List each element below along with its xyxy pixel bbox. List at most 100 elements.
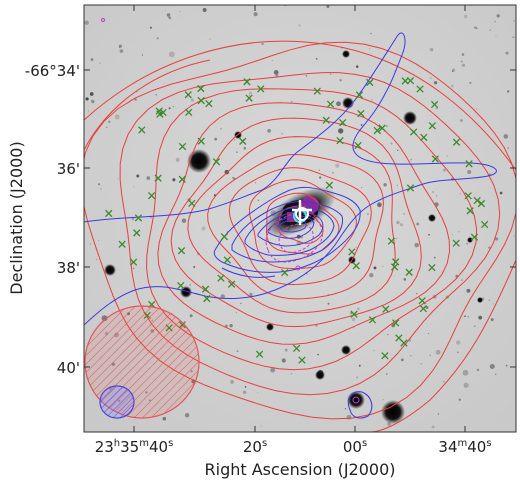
blue-contours xyxy=(84,32,497,419)
background-star xyxy=(507,147,509,149)
background-star xyxy=(141,54,144,56)
background-star xyxy=(336,101,341,107)
background-star xyxy=(505,364,508,367)
background-star xyxy=(390,142,393,145)
member-cross xyxy=(400,339,408,347)
background-star xyxy=(118,44,122,48)
background-star xyxy=(290,373,293,375)
member-cross xyxy=(257,85,265,93)
member-cross xyxy=(392,319,400,327)
background-star xyxy=(229,324,233,328)
background-star xyxy=(136,174,140,178)
background-star xyxy=(106,126,108,128)
member-cross xyxy=(217,274,225,282)
background-star xyxy=(327,302,330,305)
background-star xyxy=(201,226,206,231)
background-star xyxy=(315,57,318,60)
member-cross xyxy=(212,158,221,166)
background-star xyxy=(505,51,509,55)
background-star xyxy=(90,58,94,61)
member-cross xyxy=(419,304,428,313)
background-star xyxy=(466,288,471,293)
member-cross xyxy=(387,237,396,245)
background-star xyxy=(476,108,478,110)
background-star xyxy=(451,70,454,73)
background-star xyxy=(427,332,430,335)
background-star xyxy=(435,349,441,355)
background-star xyxy=(168,107,171,110)
background-star xyxy=(346,414,352,420)
member-cross xyxy=(348,248,356,256)
member-cross xyxy=(350,310,358,318)
background-star xyxy=(357,307,360,310)
background-star xyxy=(344,408,347,410)
background-star xyxy=(473,26,477,29)
background-star xyxy=(108,120,111,124)
member-cross xyxy=(339,118,347,127)
background-star xyxy=(100,188,102,190)
background-star xyxy=(467,169,472,175)
background-star xyxy=(270,367,276,373)
background-star xyxy=(131,217,135,221)
background-star xyxy=(450,84,454,88)
background-star xyxy=(369,273,374,278)
background-star xyxy=(495,373,497,375)
red-contour xyxy=(119,72,501,396)
member-cross xyxy=(431,155,439,163)
member-cross xyxy=(430,100,439,109)
member-cross xyxy=(227,280,236,288)
member-cross xyxy=(326,100,335,108)
background-star xyxy=(356,376,359,379)
background-star xyxy=(396,184,399,187)
background-star xyxy=(97,239,100,242)
y-axis-label: Declination (J2000) xyxy=(7,141,26,294)
member-cross xyxy=(418,297,426,305)
background-star xyxy=(386,373,388,375)
background-star xyxy=(155,94,157,96)
background-star xyxy=(496,14,500,18)
background-star xyxy=(403,213,406,215)
background-star xyxy=(428,233,430,236)
background-star xyxy=(461,53,465,56)
background-star xyxy=(116,178,119,180)
background-star xyxy=(89,243,91,245)
background-star xyxy=(243,146,247,150)
background-star xyxy=(261,42,264,46)
background-star xyxy=(202,8,207,12)
background-star xyxy=(170,18,172,20)
member-cross xyxy=(197,137,205,145)
background-star xyxy=(134,98,137,101)
background-star xyxy=(267,129,271,133)
background-star xyxy=(373,349,375,352)
member-cross xyxy=(381,352,389,360)
background-star xyxy=(435,195,438,197)
background-star xyxy=(456,340,461,345)
background-star xyxy=(383,183,387,187)
background-star xyxy=(220,128,222,130)
member-cross xyxy=(352,262,360,270)
member-cross xyxy=(480,220,489,229)
member-cross xyxy=(464,192,472,200)
background-star xyxy=(190,98,194,102)
background-star xyxy=(425,306,429,309)
background-star xyxy=(431,425,435,429)
background-star xyxy=(184,413,190,418)
background-star xyxy=(156,37,159,40)
member-cross xyxy=(243,78,251,86)
background-star xyxy=(257,392,259,394)
background-star xyxy=(249,91,252,95)
background-star xyxy=(291,101,293,103)
background-star xyxy=(181,218,187,223)
background-star xyxy=(355,65,359,68)
red-contour xyxy=(207,153,384,300)
background-star xyxy=(457,351,459,354)
background-star xyxy=(273,70,279,75)
background-star xyxy=(494,20,496,23)
member-cross xyxy=(428,263,436,272)
background-star xyxy=(248,94,251,97)
xtick-label: 00s xyxy=(343,438,367,456)
member-cross xyxy=(239,137,247,145)
background-star xyxy=(335,163,340,168)
background-star xyxy=(397,149,399,151)
